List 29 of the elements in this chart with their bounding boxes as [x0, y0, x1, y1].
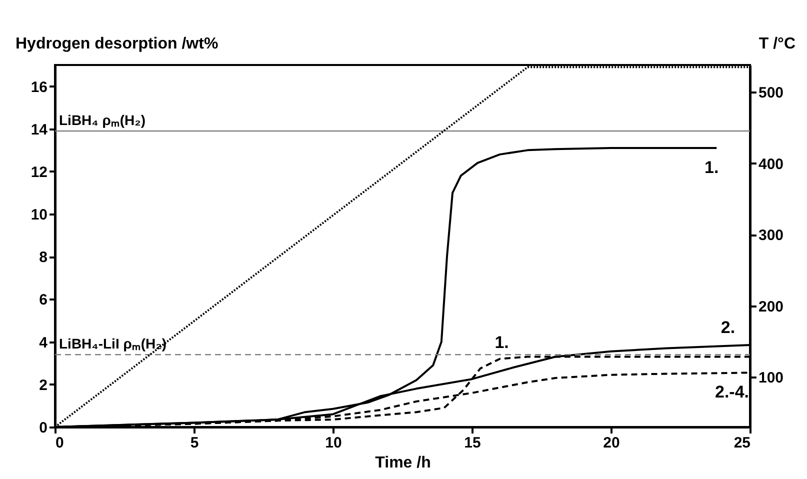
series-label: 1. — [704, 158, 719, 178]
series-label: 1. — [494, 332, 509, 352]
y2-tick-label: 400 — [758, 156, 784, 173]
y-tick-label: 4 — [39, 334, 48, 352]
ref-line-label: LiBH₄ ρₘ(H₂) — [59, 112, 146, 128]
y2-tick-label: 200 — [758, 298, 784, 316]
y-tick-label: 14 — [30, 121, 48, 138]
ref-line-label: LiBH₄-LiI ρₘ(H₂) — [59, 336, 167, 352]
x-axis-title: Time /h — [375, 454, 431, 472]
series-label: 2.-4. — [714, 382, 750, 402]
y-tick-label: 10 — [30, 206, 48, 224]
y-tick-label: 0 — [39, 420, 48, 436]
x-tick-label: 20 — [603, 434, 620, 452]
y-tick-label: 16 — [30, 78, 48, 96]
y-tick-label: 6 — [39, 292, 48, 309]
y-tick-label: 12 — [30, 164, 48, 181]
y2-tick-label: 300 — [758, 227, 784, 244]
y-axis-title: Hydrogen desorption /wt% — [16, 36, 218, 52]
x-tick-label: 0 — [56, 434, 64, 452]
y2-tick-label: 500 — [758, 84, 784, 102]
x-tick-label: 5 — [190, 434, 199, 452]
y2-tick-label: 100 — [758, 370, 784, 387]
y-tick-label: 2 — [39, 376, 48, 394]
y-tick-label: 8 — [39, 249, 48, 266]
series-label: 2. — [720, 318, 736, 338]
y2-axis-title: T /°C — [758, 36, 796, 52]
x-tick-label: 25 — [734, 434, 750, 452]
x-tick-label: 15 — [464, 434, 481, 452]
x-tick-label: 10 — [325, 434, 342, 452]
